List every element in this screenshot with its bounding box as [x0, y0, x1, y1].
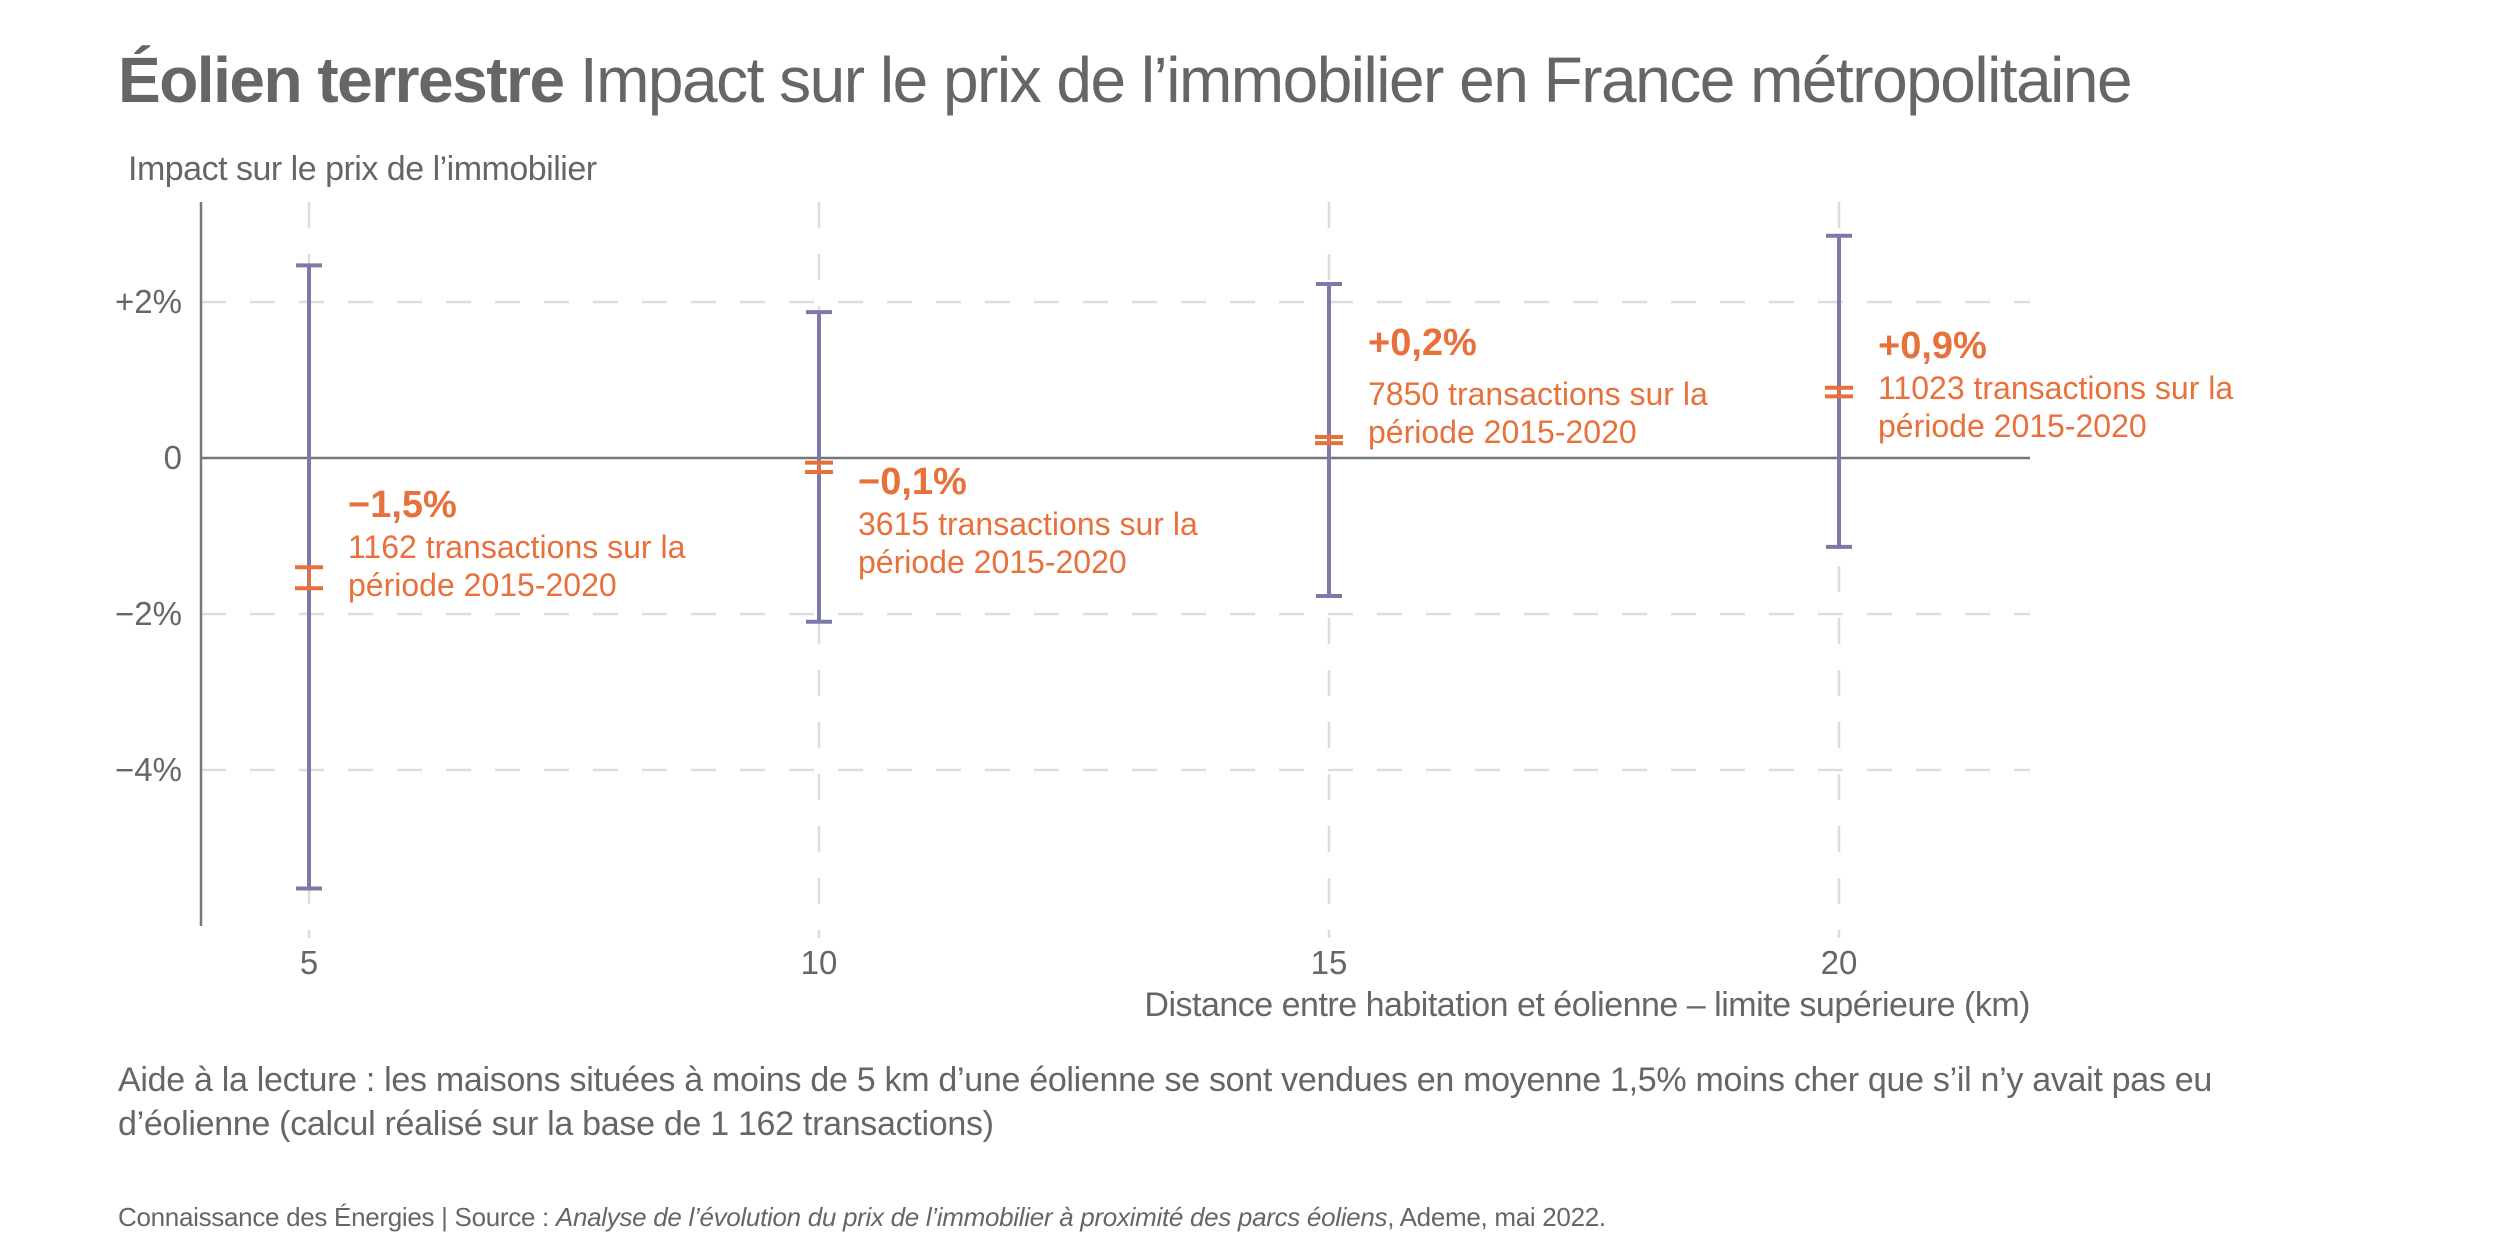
y-tick-label: −2% — [115, 595, 182, 632]
period-label: période 2015-2020 — [858, 544, 1127, 580]
y-axis-title: Impact sur le prix de l’immobilier — [128, 150, 597, 188]
estimate-value-label: +0,9% — [1878, 325, 1987, 367]
error-bars-layer — [295, 233, 1853, 891]
transaction-count-label: 3615 transactions sur la — [858, 506, 1198, 542]
x-tick-label: 10 — [801, 944, 838, 981]
x-tick-label: 15 — [1311, 944, 1348, 981]
chart-title: Éolien terrestre Impact sur le prix de l… — [118, 42, 2133, 118]
estimate-value-label: +0,2% — [1368, 322, 1477, 364]
error-bar-group — [295, 263, 323, 891]
estimate-value-label: −0,1% — [858, 461, 967, 503]
period-label: période 2015-2020 — [1368, 414, 1637, 450]
transaction-count-label: 1162 transactions sur la — [348, 529, 686, 565]
x-axis-title: Distance entre habitation et éolienne – … — [1144, 986, 2030, 1024]
reading-aid-note: Aide à la lecture : les maisons situées … — [118, 1061, 2212, 1143]
x-tick-label: 20 — [1821, 944, 1858, 981]
y-tick-label: 0 — [164, 439, 182, 476]
source-prefix: Connaissance des Énergies | Source : — [118, 1202, 556, 1232]
transaction-count-label: 11023 transactions sur la — [1878, 370, 2233, 406]
estimate-value-label: −1,5% — [348, 484, 457, 526]
y-tick-label: +2% — [115, 283, 182, 320]
transaction-count-label: 7850 transactions sur la — [1368, 376, 1708, 412]
axis-layer: +2% 0 −2% −4% 5 10 15 20 — [115, 202, 2030, 981]
period-label: période 2015-2020 — [1878, 408, 2147, 444]
x-tick-label: 5 — [300, 944, 318, 981]
chart-title-subtitle: Impact sur le prix de l’immobilier en Fr… — [579, 44, 2133, 116]
chart-title-bold: Éolien terrestre — [118, 44, 565, 116]
source-suffix: , Ademe, mai 2022. — [1387, 1202, 1606, 1232]
error-bar-group — [805, 310, 833, 624]
period-label: période 2015-2020 — [348, 567, 617, 603]
source-title: Analyse de l’évolution du prix de l’immo… — [555, 1202, 1388, 1232]
source-credit: Connaissance des Énergies | Source : Ana… — [118, 1202, 1606, 1233]
y-tick-label: −4% — [115, 751, 182, 788]
error-bar-group — [1315, 282, 1343, 599]
error-bar-group — [1825, 233, 1853, 549]
